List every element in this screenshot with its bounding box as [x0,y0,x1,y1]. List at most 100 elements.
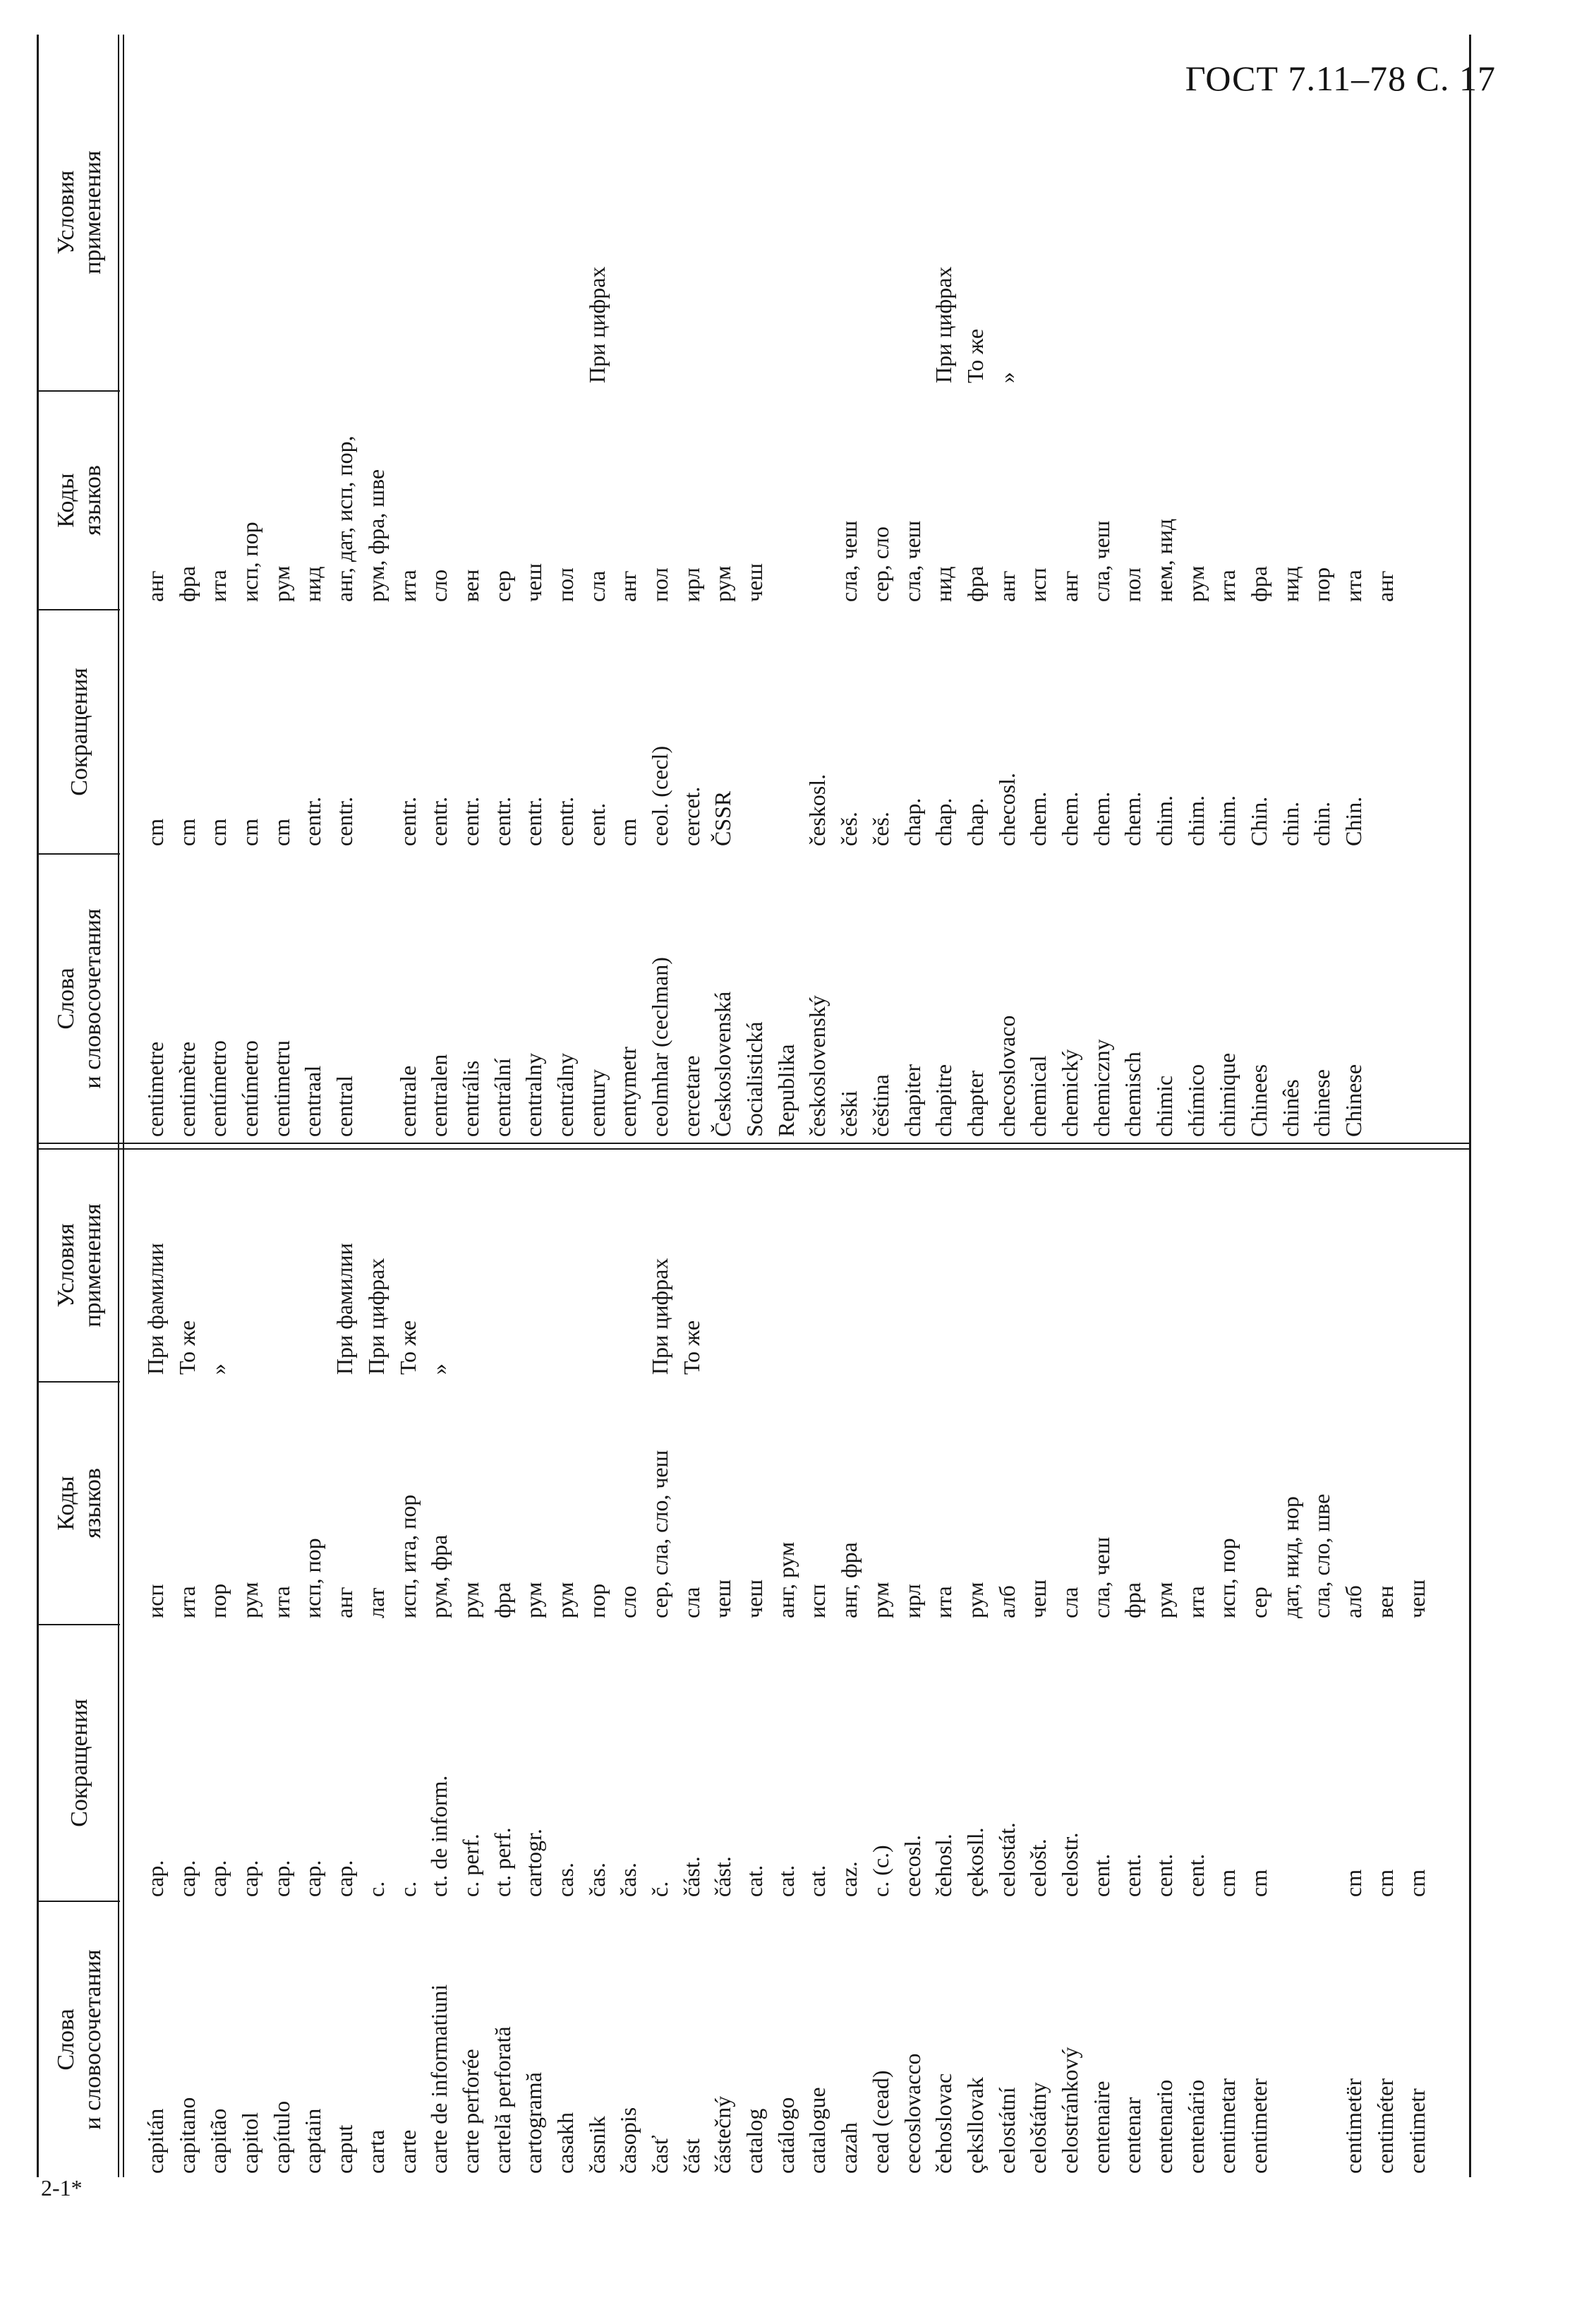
language-code-cell: анг [1056,570,1082,602]
language-code-cell: сла [584,570,610,602]
abbreviation-cell: caz. [836,1861,862,1897]
abbreviation-cell [361,746,392,846]
word-cell: capitano [174,2097,200,2174]
abbreviation-cell: celošt. [1025,1838,1051,1897]
abbreviation-cell: centr. [457,796,483,846]
usage-cell [1306,1243,1338,1375]
word-cell: catálogo [773,2097,799,2174]
word-cell [361,957,392,1137]
word-cell: centímetro [237,1040,263,1137]
usage-cell [1243,267,1275,383]
left-codes-column: исп ита пор рум ита исп, пор анг лат исп, ита, п… [140,1450,1432,1618]
abbreviation-cell: cm [143,818,168,846]
word-cell: chimique [1214,1052,1240,1137]
language-code-cell: исп, пор [237,522,263,602]
right-usage-column: При цифрах При цифрах То же» [140,267,1370,383]
word-cell: centimeter [1246,2078,1272,2174]
usage-cell [644,267,676,383]
language-code-cell: анг [993,570,1020,602]
language-code-cell: фра [489,1582,515,1618]
abbreviation-cell: ct. de inform. [426,1775,452,1897]
header-usage-conditions: Условия применения [53,150,106,275]
language-code-cell: рум [962,1582,988,1618]
usage-cell [707,1243,739,1375]
usage-cell [1338,1243,1370,1375]
abbreviation-cell: chin. [1309,801,1335,846]
language-code-cell: чеш [710,1579,736,1618]
usage-cell: То же [394,1320,421,1375]
language-code-cell: сла, чеш [1088,1536,1114,1618]
abbreviation-cell: chin. [1277,801,1303,846]
abbreviation-cell: chim. [1183,795,1209,846]
language-code-cell: чеш [1403,1579,1430,1618]
word-cell: capitão [205,2108,231,2174]
usage-cell [297,1243,329,1375]
header-abbreviations: Сокращения [66,1699,92,1827]
usage-cell [802,267,833,383]
word-cell: cazah [836,2122,862,2174]
word-cell: centymetr [615,1047,641,1137]
language-code-cell [802,435,833,602]
usage-cell [266,267,298,383]
word-cell: časopis [615,2107,641,2174]
language-code-cell: пол [1120,567,1146,602]
word-cell: centrale [394,1065,421,1137]
abbreviation-cell: čas. [584,1862,610,1897]
word-cell: chemisch [1120,1052,1146,1137]
usage-cell: При фамилии [332,1243,358,1375]
center-divider [37,1148,1470,1150]
language-code-cell: исп, ита, пор [394,1494,421,1618]
abbreviation-cell: chem. [1120,791,1146,846]
word-cell: centenaire [1088,2081,1114,2174]
abbreviation-cell: českosl. [804,773,830,846]
abbreviation-cell: cm [174,818,200,846]
language-code-cell: анг, дат, исп, пор, [332,435,358,602]
abbreviation-cell: celostr. [1056,1832,1082,1897]
usage-cell [865,1243,897,1375]
abbreviation-cell: chim. [1214,795,1240,846]
word-cell: chemický [1056,1049,1082,1137]
word-cell: cecoslovacco [899,2053,925,2174]
usage-cell: » [993,372,1020,383]
usage-cell [1054,267,1086,383]
language-code-cell: вен [457,569,483,602]
usage-cell [1212,1243,1243,1375]
usage-cell [487,267,519,383]
word-cell: centrální [489,1058,515,1137]
language-code-cell: сла [1056,1587,1082,1618]
usage-cell [802,1243,833,1375]
word-cell: carte de informatiuni [426,1984,452,2174]
language-code-cell: рум [1183,565,1209,602]
usage-cell [550,267,581,383]
language-code-cell: пор [1309,567,1335,602]
abbreviation-cell: chap. [899,797,925,846]
usage-cell [1149,1243,1180,1375]
abbreviation-cell: čehosl. [931,1834,957,1897]
abbreviation-cell: cm [237,818,263,846]
word-cell [1275,1985,1307,2174]
language-code-cell: сер, сла, сло, чеш [647,1450,672,1618]
word-cell: capitán [143,2108,168,2174]
word-cell: cartelă perforată [489,2026,515,2174]
usage-cell [1401,1243,1433,1375]
abbreviation-cell: cap. [205,1860,231,1897]
abbreviation-cell: cent. [1152,1853,1177,1897]
usage-cell [550,1243,581,1375]
abbreviation-cell: cartogr. [521,1829,547,1897]
language-code-cell: рум, фра, шве [363,469,389,602]
word-cell: captain [300,2108,326,2174]
abbreviation-cell: cent. [1120,1853,1146,1897]
language-code-cell: чеш [742,1579,768,1618]
abbreviation-cell: čas. [615,1862,641,1897]
usage-cell: » [205,1363,231,1375]
usage-cell [1086,267,1118,383]
abbreviation-cell: cas. [552,1862,578,1897]
abbreviation-cell: Chin. [1246,796,1272,846]
word-cell: časnik [584,2116,610,2174]
language-code-cell: анг, рум [773,1541,799,1618]
language-code-cell: сла, чеш [1088,520,1114,602]
usage-cell [1275,1243,1307,1375]
abbreviation-cell: cent. [584,802,610,846]
word-cell: československý [804,995,830,1137]
language-code-cell: сло [426,569,452,602]
